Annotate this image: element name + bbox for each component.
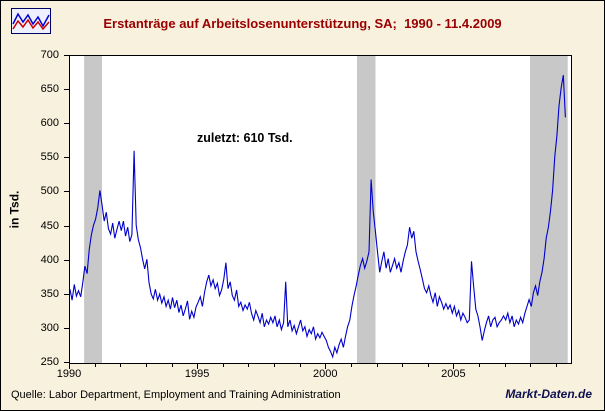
- x-tick-label: 1995: [184, 368, 210, 380]
- x-tick-label: 1990: [56, 368, 82, 380]
- y-tick-label: 500: [40, 185, 59, 198]
- x-tick-mark: [69, 364, 70, 369]
- recession-band: [530, 56, 568, 363]
- source-caption: Quelle: Labor Department, Employment and…: [11, 389, 341, 401]
- y-tick-mark: [64, 55, 69, 56]
- chart-title: Erstanträge auf Arbeitslosenunterstützun…: [103, 16, 502, 31]
- last-value-annotation: zuletzt: 610 Tsd.: [197, 131, 293, 145]
- x-minor-tick-mark: [171, 364, 173, 367]
- y-axis-title: in Tsd.: [7, 190, 22, 229]
- x-minor-tick-mark: [555, 364, 557, 367]
- x-tick-mark: [197, 364, 199, 369]
- y-tick-label: 600: [40, 117, 59, 130]
- claims-data-line: [70, 75, 566, 359]
- y-tick-mark: [64, 191, 69, 193]
- x-tick-mark: [325, 364, 327, 369]
- x-minor-tick-mark: [350, 364, 352, 367]
- x-minor-tick-mark: [222, 364, 224, 367]
- x-minor-tick-mark: [376, 364, 378, 367]
- y-tick-label: 250: [40, 356, 59, 368]
- y-tick-mark: [64, 327, 69, 329]
- x-minor-tick-mark: [427, 364, 429, 367]
- y-tick-mark: [64, 293, 69, 295]
- x-minor-tick-mark: [530, 364, 532, 367]
- markt-daten-logo-icon: [11, 8, 51, 34]
- recession-band: [84, 56, 102, 363]
- y-tick-label: 300: [40, 321, 59, 334]
- x-tick-label: 2000: [313, 368, 338, 380]
- y-tick-label: 450: [40, 219, 59, 232]
- y-tick-mark: [64, 157, 69, 159]
- x-minor-tick-mark: [504, 364, 506, 367]
- x-minor-tick-mark: [248, 364, 250, 367]
- y-tick-mark: [64, 123, 69, 125]
- y-tick-label: 550: [40, 151, 59, 164]
- x-minor-tick-mark: [479, 364, 481, 367]
- x-minor-tick-mark: [145, 364, 147, 367]
- x-minor-tick-mark: [402, 364, 404, 367]
- plot-area: [69, 55, 572, 364]
- x-tick-label: 2005: [441, 368, 466, 380]
- mini-chart-icon: [12, 12, 50, 31]
- y-tick-mark: [64, 362, 69, 363]
- x-minor-tick-mark: [94, 364, 96, 367]
- x-minor-tick-mark: [299, 364, 301, 367]
- y-tick-label: 400: [40, 253, 59, 266]
- recession-band: [357, 56, 376, 363]
- y-tick-label: 650: [40, 83, 59, 96]
- y-tick-label: 350: [40, 287, 59, 300]
- y-tick-mark: [64, 225, 69, 227]
- x-minor-tick-mark: [120, 364, 122, 367]
- y-tick-mark: [64, 259, 69, 261]
- brand-caption: Markt-Daten.de: [505, 387, 592, 401]
- y-tick-mark: [64, 89, 69, 91]
- x-minor-tick-mark: [274, 364, 275, 367]
- plot-canvas: [70, 56, 568, 363]
- y-tick-label: 700: [40, 49, 59, 61]
- x-tick-mark: [453, 364, 455, 369]
